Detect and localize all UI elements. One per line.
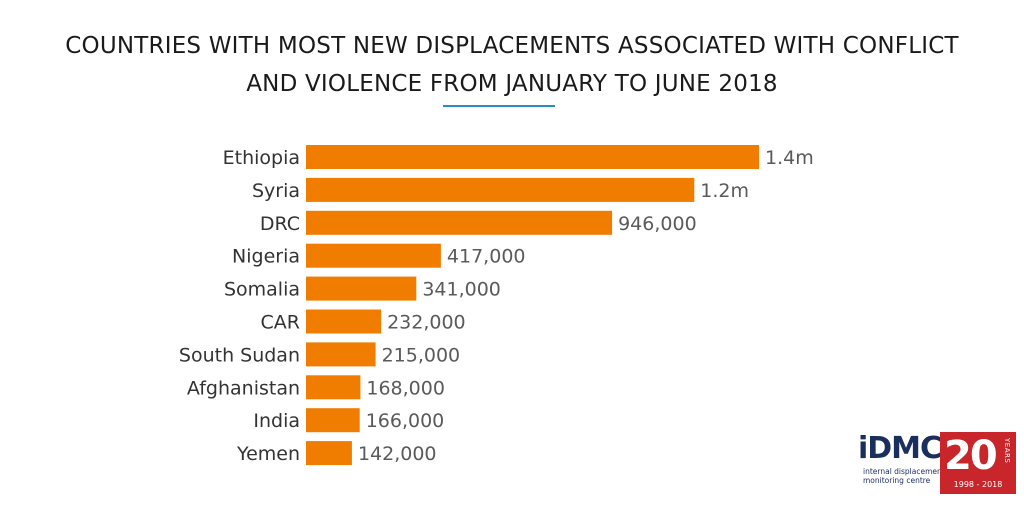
chart-title-line2: AND VIOLENCE FROM JANUARY TO JUNE 2018 (246, 71, 778, 97)
category-label: South Sudan (179, 344, 300, 366)
value-label: 1.4m (765, 147, 814, 169)
category-label: India (253, 410, 300, 432)
category-label: CAR (261, 312, 300, 334)
chart-title-line1: COUNTRIES WITH MOST NEW DISPLACEMENTS AS… (65, 33, 959, 59)
value-label: 166,000 (366, 410, 445, 432)
value-label: 232,000 (387, 312, 466, 334)
bar-south-sudan (306, 342, 376, 367)
badge-years: YEARS (1003, 438, 1011, 464)
value-label: 417,000 (447, 246, 526, 268)
title-underline (443, 105, 555, 107)
category-label: Yemen (236, 443, 300, 465)
badge-range: 1998 - 2018 (953, 480, 1003, 489)
anniversary-badge: 20 YEARS 1998 - 2018 (940, 432, 1016, 494)
idmc-wordmark: iDMC (858, 431, 942, 466)
category-label: Somalia (224, 279, 300, 301)
category-label: Ethiopia (223, 147, 300, 169)
value-label: 215,000 (382, 344, 461, 366)
badge-number: 20 (944, 433, 998, 479)
bar-nigeria (306, 243, 441, 268)
idmc-subtitle-line2: monitoring centre (863, 476, 931, 485)
bar-yemen (306, 441, 352, 466)
bar-afghanistan (306, 375, 361, 400)
value-label: 1.2m (700, 180, 749, 202)
category-label: DRC (260, 213, 300, 235)
bar-car (306, 309, 382, 334)
value-label: 341,000 (422, 279, 501, 301)
category-label: Nigeria (232, 246, 300, 268)
bar-india (306, 408, 360, 433)
idmc-subtitle-line1: internal displacement (863, 467, 945, 476)
bar-syria (306, 177, 695, 202)
category-label: Syria (252, 180, 300, 202)
bar-drc (306, 210, 613, 235)
idmc-logo: iDMC internal displacement monitoring ce… (858, 432, 1016, 494)
category-label: Afghanistan (187, 377, 300, 399)
value-label: 142,000 (358, 443, 437, 465)
value-label: 168,000 (366, 377, 445, 399)
bar-ethiopia (306, 145, 759, 169)
bar-somalia (306, 276, 417, 301)
value-label: 946,000 (618, 213, 697, 235)
